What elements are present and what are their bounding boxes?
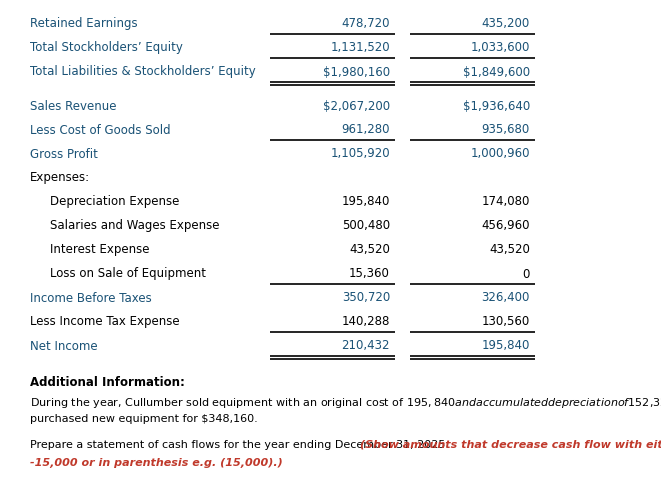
Text: Total Liabilities & Stockholders’ Equity: Total Liabilities & Stockholders’ Equity bbox=[30, 66, 256, 78]
Text: purchased new equipment for $348,160.: purchased new equipment for $348,160. bbox=[30, 414, 258, 424]
Text: Depreciation Expense: Depreciation Expense bbox=[50, 196, 179, 208]
Text: Gross Profit: Gross Profit bbox=[30, 148, 98, 160]
Text: 43,520: 43,520 bbox=[349, 244, 390, 256]
Text: 195,840: 195,840 bbox=[342, 196, 390, 208]
Text: $1,980,160: $1,980,160 bbox=[323, 66, 390, 78]
Text: Total Stockholders’ Equity: Total Stockholders’ Equity bbox=[30, 42, 183, 54]
Text: 210,432: 210,432 bbox=[342, 340, 390, 352]
Text: 195,840: 195,840 bbox=[482, 340, 530, 352]
Text: Loss on Sale of Equipment: Loss on Sale of Equipment bbox=[50, 268, 206, 280]
Text: 350,720: 350,720 bbox=[342, 292, 390, 304]
Text: $1,849,600: $1,849,600 bbox=[463, 66, 530, 78]
Text: Retained Earnings: Retained Earnings bbox=[30, 18, 137, 30]
Text: Additional Information:: Additional Information: bbox=[30, 376, 185, 389]
Text: Less Income Tax Expense: Less Income Tax Expense bbox=[30, 316, 180, 328]
Text: Income Before Taxes: Income Before Taxes bbox=[30, 292, 152, 304]
Text: 1,033,600: 1,033,600 bbox=[471, 42, 530, 54]
Text: 1,000,960: 1,000,960 bbox=[471, 148, 530, 160]
Text: 130,560: 130,560 bbox=[482, 316, 530, 328]
Text: $2,067,200: $2,067,200 bbox=[323, 100, 390, 112]
Text: 935,680: 935,680 bbox=[482, 124, 530, 136]
Text: Net Income: Net Income bbox=[30, 340, 98, 352]
Text: Sales Revenue: Sales Revenue bbox=[30, 100, 116, 112]
Text: Prepare a statement of cash flows for the year ending December 31, 2025.: Prepare a statement of cash flows for th… bbox=[30, 440, 453, 450]
Text: Salaries and Wages Expense: Salaries and Wages Expense bbox=[50, 220, 219, 232]
Text: Interest Expense: Interest Expense bbox=[50, 244, 149, 256]
Text: (Show amounts that decrease cash flow with either a - sign e.g.: (Show amounts that decrease cash flow wi… bbox=[360, 440, 661, 450]
Text: During the year, Cullumber sold equipment with an original cost of $195,840 and : During the year, Cullumber sold equipmen… bbox=[30, 396, 661, 410]
Text: 140,288: 140,288 bbox=[342, 316, 390, 328]
Text: 435,200: 435,200 bbox=[482, 18, 530, 30]
Text: 174,080: 174,080 bbox=[482, 196, 530, 208]
Text: 478,720: 478,720 bbox=[342, 18, 390, 30]
Text: 456,960: 456,960 bbox=[481, 220, 530, 232]
Text: 500,480: 500,480 bbox=[342, 220, 390, 232]
Text: Expenses:: Expenses: bbox=[30, 172, 90, 184]
Text: 0: 0 bbox=[523, 268, 530, 280]
Text: 961,280: 961,280 bbox=[342, 124, 390, 136]
Text: Less Cost of Goods Sold: Less Cost of Goods Sold bbox=[30, 124, 171, 136]
Text: 1,105,920: 1,105,920 bbox=[330, 148, 390, 160]
Text: -15,000 or in parenthesis e.g. (15,000).): -15,000 or in parenthesis e.g. (15,000).… bbox=[30, 458, 283, 468]
Text: 1,131,520: 1,131,520 bbox=[330, 42, 390, 54]
Text: $1,936,640: $1,936,640 bbox=[463, 100, 530, 112]
Text: 326,400: 326,400 bbox=[482, 292, 530, 304]
Text: 43,520: 43,520 bbox=[489, 244, 530, 256]
Text: 15,360: 15,360 bbox=[349, 268, 390, 280]
